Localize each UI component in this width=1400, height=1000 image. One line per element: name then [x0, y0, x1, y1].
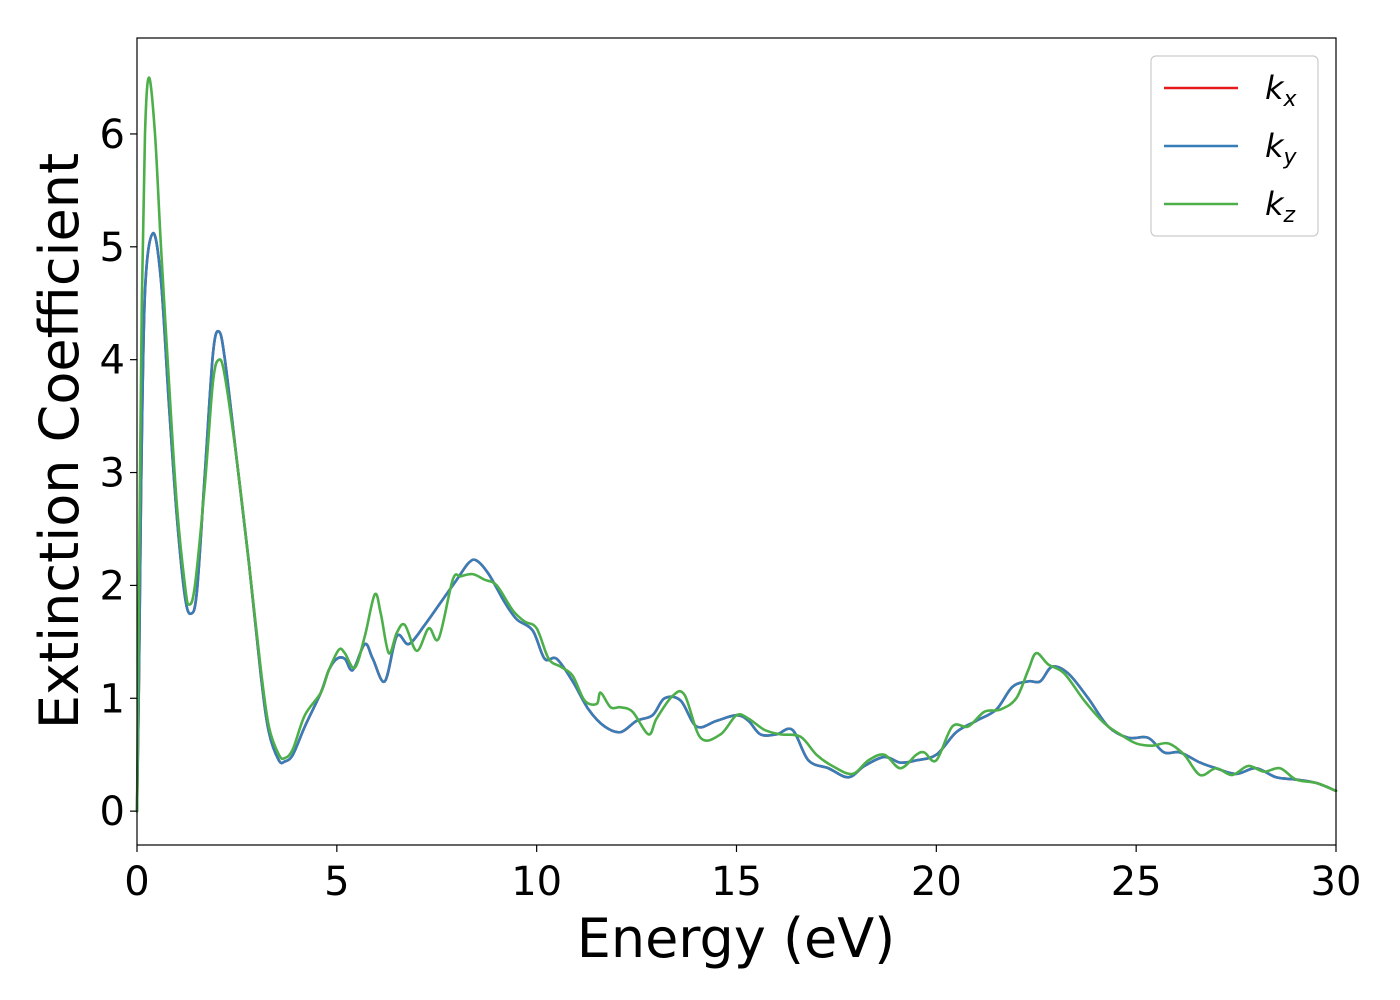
x-tick-label: 10: [511, 859, 562, 905]
y-tick-label: 5: [100, 225, 125, 271]
y-tick-label: 1: [100, 676, 125, 722]
x-tick-label: 25: [1111, 859, 1162, 905]
x-axis-title: Energy (eV): [577, 907, 896, 970]
x-tick-label: 30: [1311, 859, 1362, 905]
series-line-ky: [135, 231, 1338, 813]
plot-area: [137, 38, 1336, 845]
y-axis-title: Extinction Coefficient: [28, 153, 91, 729]
x-axis-ticks: 0 5 10 15 20 25 30: [124, 845, 1361, 905]
y-tick-label: 6: [100, 112, 125, 158]
series-layer: [135, 76, 1338, 813]
x-tick-label: 5: [324, 859, 349, 905]
series-line-kz: [135, 76, 1338, 813]
y-axis-ticks: 0 1 2 3 4 5 6: [100, 112, 137, 835]
y-tick-label: 4: [100, 338, 125, 384]
legend-label-ky: ky: [1265, 127, 1298, 170]
y-tick-label: 0: [100, 789, 125, 835]
x-tick-label: 20: [911, 859, 962, 905]
x-tick-label: 15: [711, 859, 762, 905]
plot-frame: [136, 37, 1337, 846]
legend-label-kx: kx: [1265, 69, 1298, 112]
y-tick-label: 3: [100, 451, 125, 497]
legend-items: kx ky kz: [1164, 69, 1298, 228]
legend-label-kz: kz: [1265, 185, 1296, 228]
x-tick-label: 0: [124, 859, 149, 905]
legend: kx ky kz: [1150, 55, 1319, 237]
y-tick-label: 2: [100, 563, 125, 609]
